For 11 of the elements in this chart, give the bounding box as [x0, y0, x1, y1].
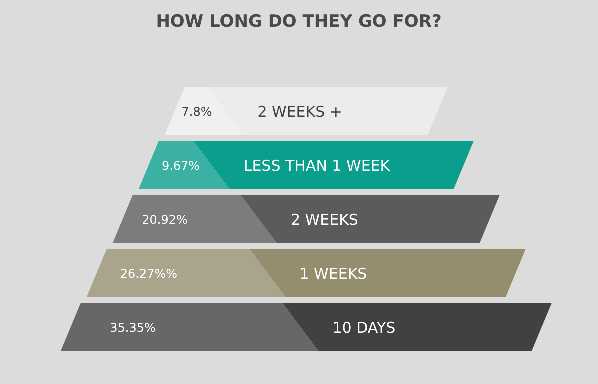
- category-label: LESS THAN 1 WEEK: [244, 157, 392, 175]
- data-label: 35.35%: [110, 321, 156, 335]
- data-label: 26.27%%: [120, 267, 178, 281]
- category-label: 2 WEEKS: [290, 211, 358, 229]
- category-label: 1 WEEKS: [300, 265, 368, 283]
- category-label: 10 DAYS: [332, 319, 396, 337]
- text: HOW LONG DO THEY GO FOR?: [156, 12, 442, 32]
- data-label: 9.67%: [162, 159, 200, 173]
- data-label: 7.8%: [182, 105, 212, 119]
- data-label: 20.92%: [142, 213, 188, 227]
- category-label: 2 WEEKS +: [258, 103, 342, 121]
